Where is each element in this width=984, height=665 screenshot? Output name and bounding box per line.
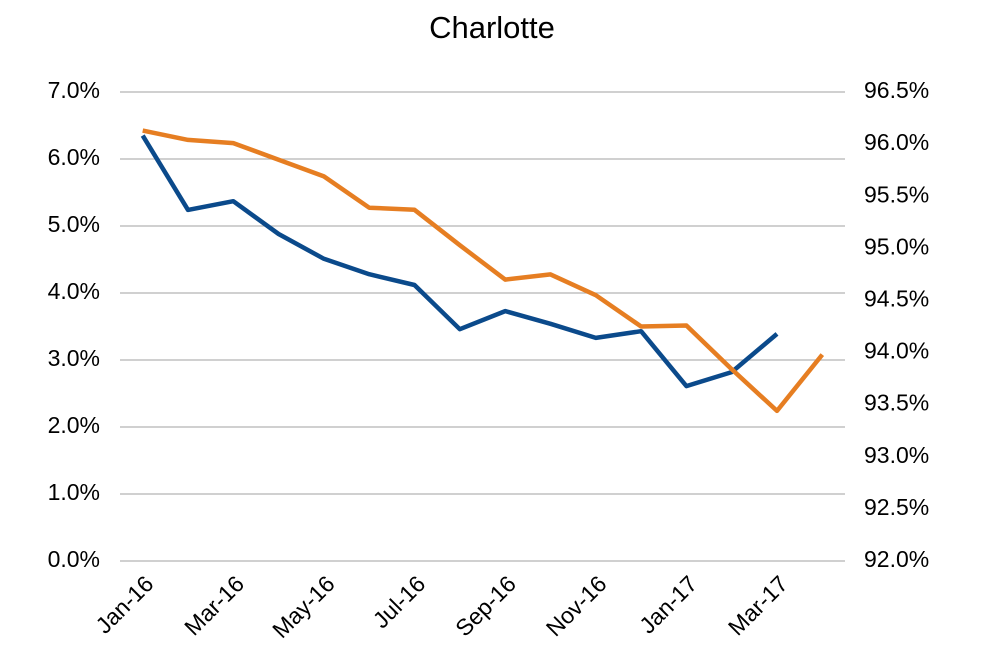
x-tick-label: Jul-16 (368, 570, 431, 633)
x-tick-label: Nov-16 (541, 570, 612, 641)
y2-tick-label: 92.5% (864, 494, 929, 520)
y2-tick-label: 96.5% (864, 77, 929, 103)
x-tick-label: Jan-16 (90, 570, 158, 638)
series-line (142, 128, 825, 414)
chart-title: Charlotte (429, 10, 555, 45)
series-line (140, 134, 779, 389)
x-tick-label: May-16 (267, 570, 340, 643)
x-tick-label: Sep-16 (450, 570, 521, 641)
y-tick-label: 0.0% (48, 546, 100, 572)
x-tick-label: Mar-17 (723, 570, 793, 640)
y2-tick-label: 95.0% (864, 233, 929, 259)
y-tick-label: 5.0% (48, 211, 100, 237)
y2-tick-label: 93.0% (864, 442, 929, 468)
y2-tick-label: 93.5% (864, 390, 929, 416)
y2-tick-label: 94.5% (864, 286, 929, 312)
y-tick-label: 1.0% (48, 479, 100, 505)
y-tick-label: 2.0% (48, 412, 100, 438)
y-tick-label: 7.0% (48, 77, 100, 103)
x-tick-label: Jan-17 (634, 570, 702, 638)
y-tick-label: 4.0% (48, 278, 100, 304)
y2-tick-label: 96.0% (864, 129, 929, 155)
y-tick-label: 3.0% (48, 345, 100, 371)
y2-tick-label: 94.0% (864, 338, 929, 364)
y2-tick-label: 95.5% (864, 181, 929, 207)
y-tick-label: 6.0% (48, 144, 100, 170)
y2-tick-label: 92.0% (864, 546, 929, 572)
x-tick-label: Mar-16 (179, 570, 249, 640)
